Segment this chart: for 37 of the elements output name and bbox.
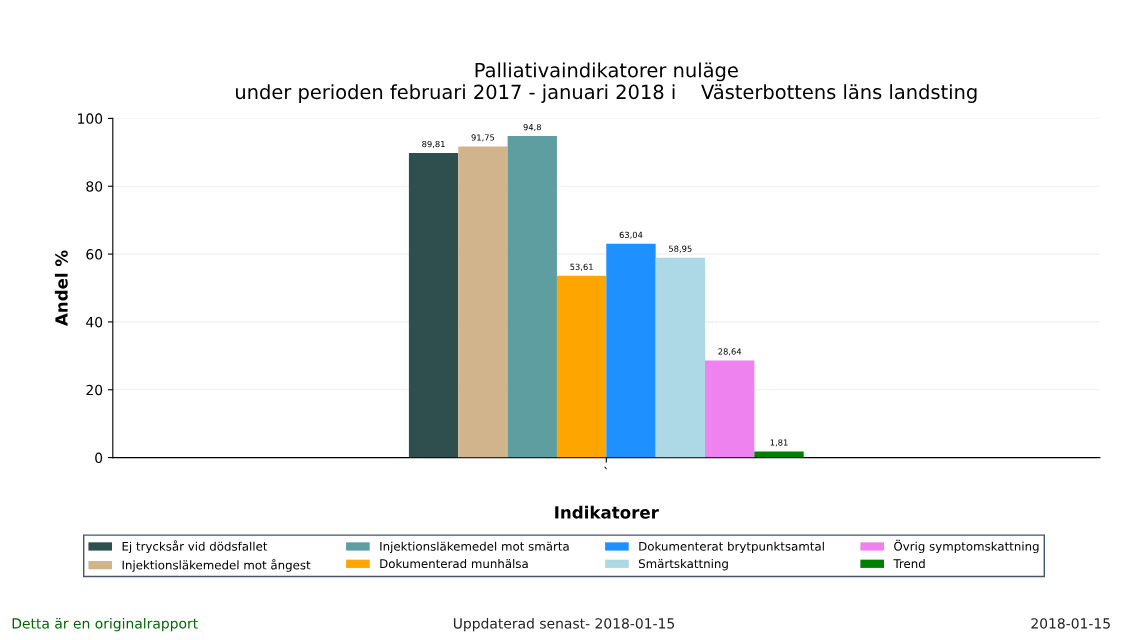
legend-label: Dokumenterad munhälsa bbox=[380, 558, 528, 569]
data-label: 89,81 bbox=[422, 140, 445, 149]
bar bbox=[705, 360, 755, 458]
bar bbox=[458, 146, 508, 458]
data-label: 28,64 bbox=[718, 348, 742, 356]
legend-label: Trend bbox=[893, 558, 925, 569]
data-label: 53,61 bbox=[570, 263, 593, 271]
legend-label: Ej trycksår vid dödsfallet bbox=[122, 540, 268, 554]
bar bbox=[754, 451, 804, 458]
y-tick-label: 40 bbox=[86, 316, 103, 328]
legend-label: Injektionsläkemedel mot smärta bbox=[380, 541, 569, 554]
bar bbox=[507, 136, 557, 458]
legend-label: Övrig symptomskattning bbox=[894, 539, 1039, 554]
y-tick-label: 100 bbox=[78, 113, 103, 124]
y-tick-label: 20 bbox=[86, 384, 103, 396]
data-label: 63,04 bbox=[619, 231, 643, 239]
bar bbox=[655, 257, 705, 458]
bar bbox=[606, 243, 656, 458]
legend-label: Smärtskattning bbox=[638, 558, 728, 571]
bar bbox=[556, 275, 607, 458]
legend-label: Injektionsläkemedel mot ångest bbox=[122, 558, 311, 572]
data-label: 1,81 bbox=[770, 439, 788, 447]
data-label: 58,95 bbox=[669, 245, 692, 253]
text: Detta är en originalrapport bbox=[12, 617, 198, 632]
y-axis-title: Andel % bbox=[54, 250, 68, 327]
y-tick-label: 0 bbox=[95, 452, 103, 464]
chart-title: Palliativaindikatorer nuläge under perioden februari 2017 - januari 2018 i Västerbottens läns landsting bbox=[236, 62, 977, 103]
y-tick-label: 60 bbox=[86, 249, 103, 260]
text: 2018-01-15 bbox=[1031, 618, 1110, 629]
legend-label: Dokumenterat brytpunktsamtal bbox=[639, 541, 824, 554]
x-axis-title: Indikatorer bbox=[555, 505, 659, 519]
bar bbox=[408, 152, 459, 458]
data-label: 91,75 bbox=[471, 134, 495, 142]
y-tick-label: 80 bbox=[86, 181, 103, 192]
data-label: 94,8 bbox=[523, 123, 541, 132]
x-tick-label: ` bbox=[603, 466, 608, 470]
text: Uppdaterad senast- 2018-01-15 bbox=[453, 617, 675, 632]
